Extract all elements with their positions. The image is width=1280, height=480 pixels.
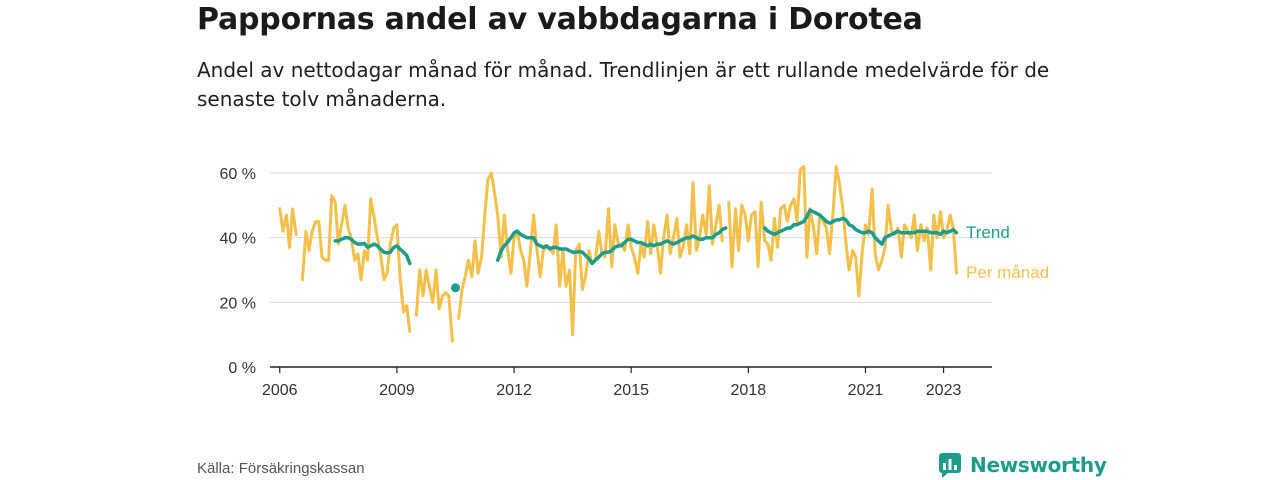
chart-subtitle: Andel av nettodagar månad för månad. Tre… (197, 58, 1050, 111)
legend-label-trend: Trend (966, 223, 1010, 242)
series-line-per-m-nad (278, 207, 298, 249)
x-tick-label: 2009 (379, 382, 415, 399)
x-tick-label: 2021 (848, 382, 884, 399)
series-point-trend (450, 283, 460, 293)
y-tick-label: 20 % (220, 295, 256, 312)
newsworthy-logo-icon (939, 453, 961, 478)
brand-name: Newsworthy (970, 453, 1107, 477)
x-tick-label: 2018 (731, 382, 767, 399)
brand-logo: Newsworthy (938, 452, 1107, 478)
series-line-trend (495, 226, 728, 266)
chart-title: Pappornas andel av vabbdagarna i Dorotea (197, 2, 923, 37)
series-line-per-m-nad (727, 165, 958, 298)
y-tick-label: 60 % (220, 166, 256, 183)
x-tick-label: 2023 (926, 382, 962, 399)
y-tick-label: 40 % (220, 231, 256, 248)
x-tick-label: 2006 (262, 382, 298, 399)
series-line-per-m-nad (414, 268, 454, 343)
source-note: Källa: Försäkringskassan (197, 460, 365, 477)
series-line-trend (762, 208, 959, 246)
x-tick-label: 2012 (496, 382, 532, 399)
legend-label-per-manad: Per månad (966, 263, 1049, 282)
series-line-trend (333, 235, 412, 266)
series-line-per-m-nad (457, 171, 724, 337)
series-line-per-m-nad (300, 194, 412, 333)
x-tick-label: 2015 (613, 382, 649, 399)
y-tick-label: 0 % (228, 360, 256, 377)
